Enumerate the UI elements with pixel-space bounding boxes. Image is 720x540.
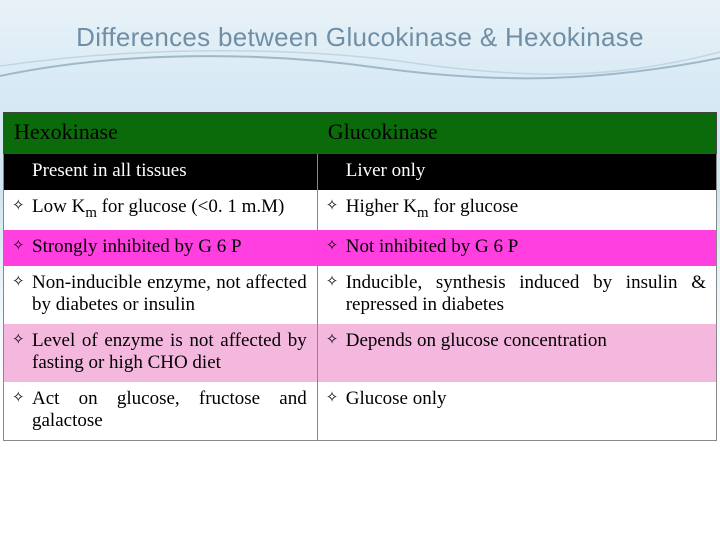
table-row: Act on glucose, fructose and galactoseGl… bbox=[4, 382, 717, 441]
cell-hexokinase: Strongly inhibited by G 6 P bbox=[4, 230, 318, 266]
cell-glucokinase: Inducible, synthesis induced by insulin … bbox=[317, 266, 716, 324]
header-hexokinase: Hexokinase bbox=[4, 113, 318, 154]
table-row: Present in all tissuesLiver only bbox=[4, 154, 717, 191]
header-glucokinase: Glucokinase bbox=[317, 113, 716, 154]
cell-hexokinase: Non-inducible enzyme, not affected by di… bbox=[4, 266, 318, 324]
table-row: Non-inducible enzyme, not affected by di… bbox=[4, 266, 717, 324]
table-header-row: Hexokinase Glucokinase bbox=[4, 113, 717, 154]
table-body: Present in all tissuesLiver onlyLow Km f… bbox=[4, 154, 717, 441]
cell-glucokinase: Glucose only bbox=[317, 382, 716, 441]
cell-hexokinase: Act on glucose, fructose and galactose bbox=[4, 382, 318, 441]
cell-glucokinase: Liver only bbox=[317, 154, 716, 191]
cell-glucokinase: Higher Km for glucose bbox=[317, 190, 716, 230]
table-row: Level of enzyme is not affected by fasti… bbox=[4, 324, 717, 382]
slide: Differences between Glucokinase & Hexoki… bbox=[0, 0, 720, 540]
cell-glucokinase: Depends on glucose concentration bbox=[317, 324, 716, 382]
cell-hexokinase: Present in all tissues bbox=[4, 154, 318, 191]
table-row: Strongly inhibited by G 6 PNot inhibited… bbox=[4, 230, 717, 266]
table-row: Low Km for glucose (<0. 1 m.M)Higher Km … bbox=[4, 190, 717, 230]
cell-hexokinase: Level of enzyme is not affected by fasti… bbox=[4, 324, 318, 382]
slide-title: Differences between Glucokinase & Hexoki… bbox=[0, 22, 720, 53]
cell-glucokinase: Not inhibited by G 6 P bbox=[317, 230, 716, 266]
comparison-table: Hexokinase Glucokinase Present in all ti… bbox=[3, 112, 717, 441]
cell-hexokinase: Low Km for glucose (<0. 1 m.M) bbox=[4, 190, 318, 230]
